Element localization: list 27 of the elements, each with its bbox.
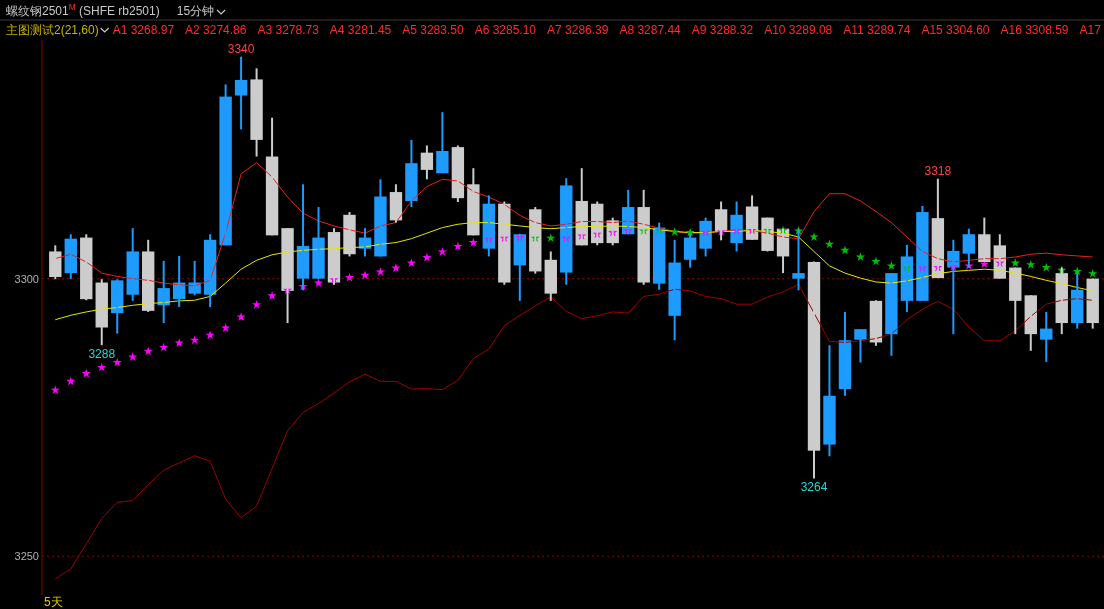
line-series (54, 283, 1094, 580)
candlestick (854, 328, 867, 364)
text: A15 3304.60 (921, 23, 990, 37)
text: 3264 (800, 480, 828, 495)
text: A4 3281.45 (329, 23, 392, 37)
chart-subtitle: 15分钟 (176, 4, 215, 18)
text: 3288 (88, 347, 116, 362)
y-tick-label: 3300 (14, 272, 39, 285)
text: A17 (1079, 23, 1102, 37)
y-tick-label: 3250 (14, 550, 39, 562)
text: A5 3283.50 (402, 23, 464, 37)
text: A9 3288.32 (691, 23, 754, 37)
text: A7 3286.39 (547, 23, 609, 37)
text: A3 3278.73 (257, 23, 320, 37)
text: A10 3289.08 (764, 23, 833, 37)
text: 3318 (924, 163, 952, 178)
annotation: 5天 (44, 595, 63, 609)
text: A1 3268.97 (112, 23, 175, 37)
text: A8 3287.44 (619, 23, 682, 37)
chart-title: 螺纹钢2501$^{M}$ (SHFE rb2501) (6, 2, 160, 18)
text: A6 3285.10 (474, 23, 537, 37)
text: A2 3274.86 (185, 23, 247, 37)
text: A16 3308.59 (1000, 23, 1069, 37)
text: 3340 (227, 41, 255, 56)
text: A11 3289.74 (843, 23, 911, 37)
text: 主图测试2(21,60) (6, 23, 99, 37)
candlestick (250, 67, 263, 158)
